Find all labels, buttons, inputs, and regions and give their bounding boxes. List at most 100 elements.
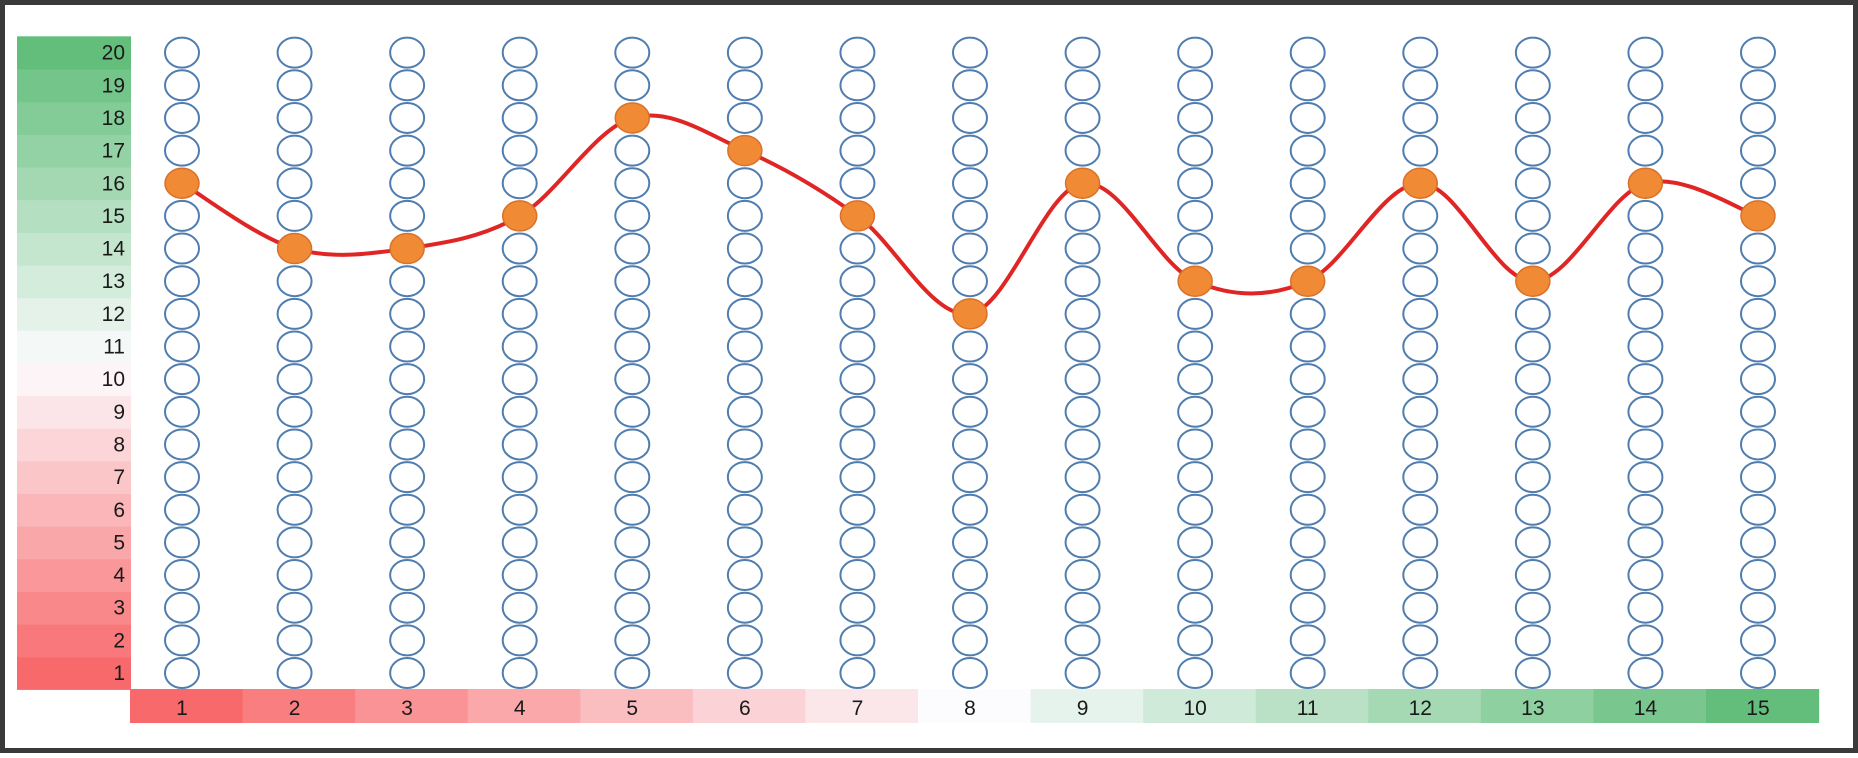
empty-circle (726, 591, 763, 624)
empty-circle (614, 591, 651, 624)
empty-circle (1064, 395, 1101, 428)
empty-circle (1514, 559, 1551, 592)
empty-circle (1402, 461, 1439, 494)
y-tick-label: 1 (113, 662, 125, 685)
empty-circle (951, 199, 988, 232)
empty-circle (1514, 657, 1551, 689)
empty-circle (164, 232, 200, 265)
empty-circle (1402, 265, 1439, 298)
empty-circle (1739, 493, 1776, 526)
y-tick-label: 10 (102, 368, 125, 391)
empty-circle (389, 461, 426, 494)
empty-circle (1739, 36, 1776, 69)
empty-circle (501, 461, 538, 494)
empty-circle (726, 395, 763, 428)
empty-circle (276, 591, 313, 624)
empty-circle (726, 167, 763, 200)
empty-circle (1402, 232, 1439, 265)
x-tick-label: 14 (1634, 697, 1658, 720)
empty-circle (1177, 428, 1214, 461)
empty-circle (1402, 591, 1439, 624)
empty-circle (1177, 199, 1214, 232)
empty-circle (276, 297, 313, 330)
x-scale-cell (1480, 689, 1595, 723)
empty-circle (1739, 559, 1776, 592)
empty-circle (614, 657, 651, 689)
empty-circle (1514, 69, 1551, 102)
empty-circle (951, 428, 988, 461)
empty-circle (1627, 363, 1664, 396)
empty-circle (839, 297, 876, 330)
empty-circle (276, 36, 313, 69)
x-tick-label: 2 (289, 697, 301, 720)
empty-circle (839, 395, 876, 428)
x-scale-cell (130, 689, 244, 723)
y-scale-cell (17, 558, 131, 592)
empty-circle (726, 657, 763, 689)
empty-circle (614, 265, 651, 298)
empty-circle (1064, 265, 1101, 298)
y-tick-label: 4 (113, 564, 125, 587)
empty-circle (389, 591, 426, 624)
y-tick-label: 16 (102, 172, 125, 195)
empty-circle (501, 559, 538, 592)
empty-circle (1289, 657, 1326, 689)
empty-circle (1064, 297, 1101, 330)
y-scale-cell (17, 68, 131, 103)
empty-circle (1064, 69, 1101, 102)
empty-circle (1177, 297, 1214, 330)
empty-circle (164, 657, 200, 689)
empty-circle (614, 330, 651, 363)
empty-circle (1402, 624, 1439, 657)
y-scale-cell (17, 362, 131, 397)
empty-circle (1289, 297, 1326, 330)
empty-circle (389, 624, 426, 657)
empty-circle (276, 461, 313, 494)
empty-circle (839, 591, 876, 624)
x-scale-cell (580, 689, 694, 723)
x-tick-label: 10 (1183, 697, 1206, 720)
y-tick-label: 20 (102, 42, 125, 65)
empty-circle (1514, 134, 1551, 167)
y-scale-cell (17, 199, 131, 233)
x-tick-label: 4 (514, 697, 526, 720)
empty-circle (1289, 101, 1326, 134)
data-point (1064, 167, 1101, 199)
empty-circle (1289, 199, 1326, 232)
empty-circle (389, 69, 426, 102)
empty-circle (501, 134, 538, 167)
empty-circle (1177, 461, 1214, 494)
empty-circle (1289, 428, 1326, 461)
empty-circle (164, 428, 200, 461)
y-scale-cell (17, 330, 131, 364)
empty-circle (1627, 493, 1664, 526)
y-scale-cell (17, 656, 131, 690)
empty-circle (164, 395, 200, 428)
empty-circle (839, 69, 876, 102)
empty-circle (164, 265, 200, 298)
empty-circle (389, 559, 426, 592)
y-scale-cell (17, 624, 131, 658)
empty-circle (501, 657, 538, 689)
empty-circle (164, 461, 200, 494)
empty-circle (839, 428, 876, 461)
empty-circle (726, 232, 763, 265)
empty-circle (164, 101, 200, 134)
empty-circle (1402, 297, 1439, 330)
empty-circle (1739, 591, 1776, 624)
empty-circle (951, 363, 988, 396)
x-tick-label: 13 (1521, 697, 1544, 720)
y-scale-cell (17, 297, 131, 331)
empty-circle (839, 101, 876, 134)
empty-circle (164, 297, 200, 330)
empty-circle (1514, 363, 1551, 396)
empty-circle (1289, 493, 1326, 526)
empty-circle (1739, 167, 1776, 200)
x-tick-label: 11 (1297, 697, 1319, 720)
empty-circle (614, 199, 651, 232)
empty-circle (726, 330, 763, 363)
empty-circle (1739, 232, 1776, 265)
empty-circle (1739, 461, 1776, 494)
empty-circle (1402, 559, 1439, 592)
empty-circle (1739, 395, 1776, 428)
